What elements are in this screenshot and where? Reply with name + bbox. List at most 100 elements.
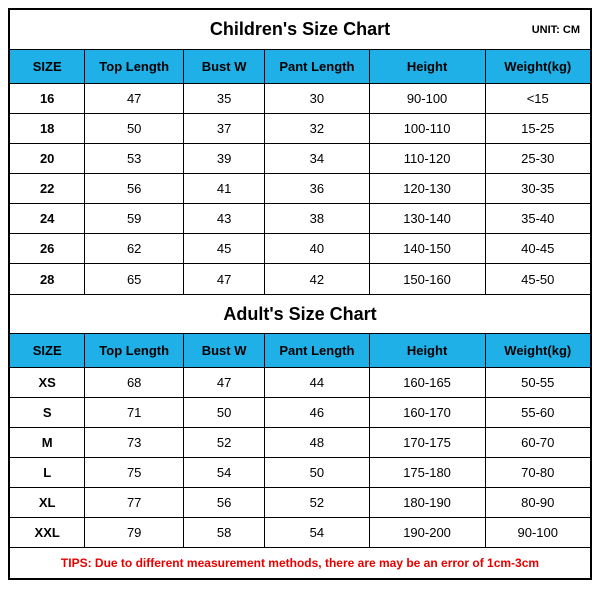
value-cell: 60-70 [486,428,590,457]
value-cell: 160-165 [370,368,486,397]
value-cell: 47 [184,368,265,397]
value-cell: 55-60 [486,398,590,427]
tips-text: TIPS: Due to different measurement metho… [61,556,539,570]
table-row: 28654742150-16045-50 [10,264,590,294]
value-cell: 47 [85,84,184,113]
value-cell: 40-45 [486,234,590,263]
adult-header-row: SIZETop LengthBust WPant LengthHeightWei… [10,334,590,368]
value-cell: 56 [184,488,265,517]
value-cell: 15-25 [486,114,590,143]
size-cell: 16 [10,84,85,113]
value-cell: 56 [85,174,184,203]
size-cell: M [10,428,85,457]
size-cell: 22 [10,174,85,203]
size-cell: L [10,458,85,487]
value-cell: 46 [265,398,369,427]
value-cell: 48 [265,428,369,457]
value-cell: 73 [85,428,184,457]
value-cell: 75 [85,458,184,487]
value-cell: 52 [265,488,369,517]
value-cell: <15 [486,84,590,113]
table-row: M735248170-17560-70 [10,428,590,458]
value-cell: 41 [184,174,265,203]
unit-label: UNIT: CM [532,24,580,36]
value-cell: 43 [184,204,265,233]
value-cell: 70-80 [486,458,590,487]
table-row: XXL795854190-20090-100 [10,518,590,548]
table-row: 22564136120-13030-35 [10,174,590,204]
value-cell: 65 [85,264,184,294]
value-cell: 53 [85,144,184,173]
value-cell: 52 [184,428,265,457]
value-cell: 71 [85,398,184,427]
size-cell: 18 [10,114,85,143]
children-table-body: 1647353090-100<1518503732100-11015-25205… [10,84,590,294]
children-header-row: SIZETop LengthBust WPant LengthHeightWei… [10,50,590,84]
value-cell: 34 [265,144,369,173]
value-cell: 54 [265,518,369,547]
size-cell: 26 [10,234,85,263]
table-row: 1647353090-100<15 [10,84,590,114]
table-row: 18503732100-11015-25 [10,114,590,144]
value-cell: 110-120 [370,144,486,173]
value-cell: 50 [85,114,184,143]
column-header: Pant Length [265,334,369,367]
value-cell: 180-190 [370,488,486,517]
value-cell: 160-170 [370,398,486,427]
value-cell: 175-180 [370,458,486,487]
value-cell: 130-140 [370,204,486,233]
value-cell: 54 [184,458,265,487]
value-cell: 36 [265,174,369,203]
value-cell: 150-160 [370,264,486,294]
value-cell: 35 [184,84,265,113]
table-row: XS684744160-16550-55 [10,368,590,398]
value-cell: 45-50 [486,264,590,294]
column-header: SIZE [10,334,85,367]
value-cell: 50 [184,398,265,427]
table-row: 26624540140-15040-45 [10,234,590,264]
value-cell: 62 [85,234,184,263]
table-row: XL775652180-19080-90 [10,488,590,518]
column-header: Bust W [184,334,265,367]
column-header: Height [370,50,486,83]
value-cell: 100-110 [370,114,486,143]
table-row: 20533934110-12025-30 [10,144,590,174]
column-header: Top Length [85,334,184,367]
value-cell: 50-55 [486,368,590,397]
column-header: Top Length [85,50,184,83]
column-header: Pant Length [265,50,369,83]
value-cell: 120-130 [370,174,486,203]
value-cell: 38 [265,204,369,233]
value-cell: 39 [184,144,265,173]
tips-row: TIPS: Due to different measurement metho… [10,548,590,578]
adult-title: Adult's Size Chart [223,304,376,325]
children-title-row: Children's Size Chart UNIT: CM [10,10,590,50]
value-cell: 90-100 [486,518,590,547]
table-row: 24594338130-14035-40 [10,204,590,234]
column-header: SIZE [10,50,85,83]
value-cell: 30-35 [486,174,590,203]
column-header: Bust W [184,50,265,83]
value-cell: 77 [85,488,184,517]
value-cell: 79 [85,518,184,547]
value-cell: 90-100 [370,84,486,113]
value-cell: 25-30 [486,144,590,173]
value-cell: 37 [184,114,265,143]
size-cell: XL [10,488,85,517]
size-cell: 20 [10,144,85,173]
value-cell: 45 [184,234,265,263]
value-cell: 58 [184,518,265,547]
value-cell: 40 [265,234,369,263]
table-row: S715046160-17055-60 [10,398,590,428]
adult-title-row: Adult's Size Chart [10,294,590,334]
children-title: Children's Size Chart [210,19,390,40]
adult-table-body: XS684744160-16550-55S715046160-17055-60M… [10,368,590,548]
size-cell: 24 [10,204,85,233]
size-chart-container: Children's Size Chart UNIT: CM SIZETop L… [8,8,592,580]
value-cell: 30 [265,84,369,113]
value-cell: 68 [85,368,184,397]
value-cell: 44 [265,368,369,397]
value-cell: 140-150 [370,234,486,263]
size-cell: XXL [10,518,85,547]
value-cell: 35-40 [486,204,590,233]
